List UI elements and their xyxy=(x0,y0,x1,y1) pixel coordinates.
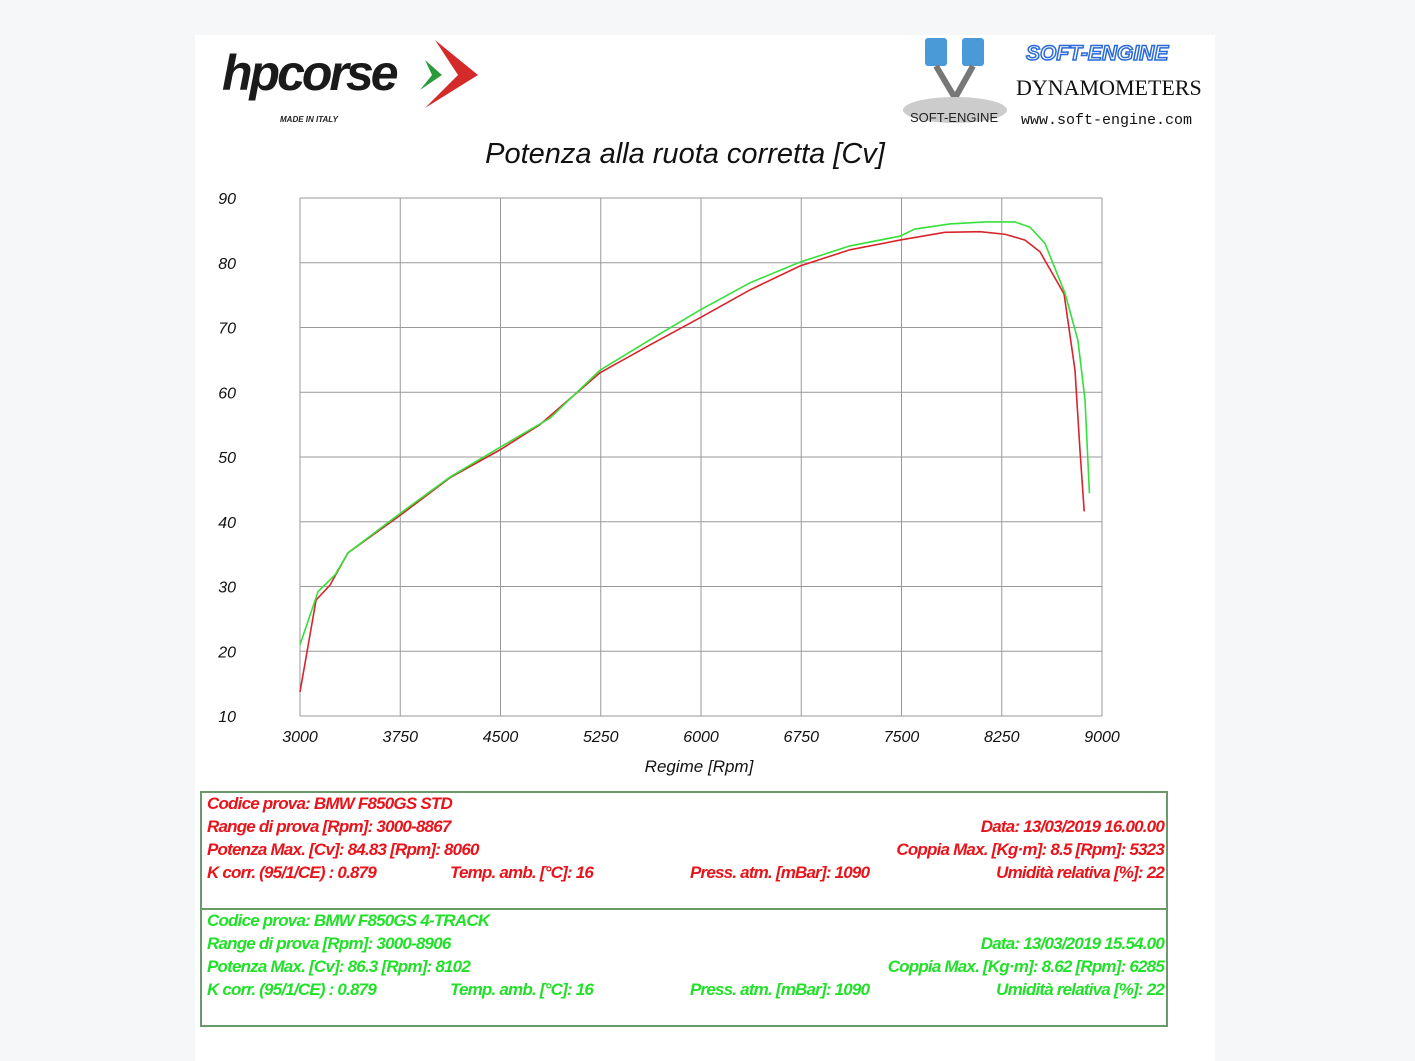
k-corr: K corr. (95/1/CE) : 0.879 xyxy=(207,980,377,999)
x-tick-label: 3750 xyxy=(382,729,418,746)
temp-amb: Temp. amb. [°C]: 16 xyxy=(450,863,594,882)
series-lines xyxy=(299,221,1091,693)
y-tick-label: 20 xyxy=(217,644,236,661)
data-prova: Data: 13/03/2019 16.00.00 xyxy=(980,817,1165,836)
chart-title: Potenza alla ruota corretta [Cv] xyxy=(485,138,885,170)
y-tick-label: 70 xyxy=(218,321,236,338)
emblem-text: SOFT-ENGINE xyxy=(910,110,998,125)
y-tick-label: 10 xyxy=(218,709,236,726)
piston-icon xyxy=(962,38,984,66)
potenza-max: Potenza Max. [Cv]: 84.83 [Rpm]: 8060 xyxy=(207,840,479,859)
y-tick-label: 40 xyxy=(218,515,236,532)
x-tick-label: 6000 xyxy=(683,729,719,746)
range-prova: Range di prova [Rpm]: 3000-8906 xyxy=(207,934,451,953)
test-info-panel: Codice prova: BMW F850GS STD Range di pr… xyxy=(200,791,1168,1027)
range-prova: Range di prova [Rpm]: 3000-8867 xyxy=(207,817,451,836)
press-atm: Press. atm. [mBar]: 1090 xyxy=(690,980,870,999)
x-tick-label: 6750 xyxy=(783,729,819,746)
y-tick-label: 50 xyxy=(218,450,236,467)
x-axis-label: Regime [Rpm] xyxy=(645,757,755,776)
hpcorse-logo: hpcorse MADE IN ITALY xyxy=(220,40,490,137)
x-tick-label: 8250 xyxy=(984,729,1020,746)
flag-swoosh-green xyxy=(420,60,442,90)
codice-prova: Codice prova: BMW F850GS STD xyxy=(207,794,453,813)
coppia-max: Coppia Max. [Kg·m]: 8.5 [Rpm]: 5323 xyxy=(896,840,1164,859)
softengine-url: www.soft-engine.com xyxy=(1021,112,1192,129)
softengine-brand: SOFT-ENGINE xyxy=(1026,42,1169,65)
x-tick-label: 9000 xyxy=(1084,729,1120,746)
softengine-logo-graphic: SOFT-ENGINE SOFT-ENGINE DYNAMOMETERS www… xyxy=(903,38,1202,129)
tick-labels: 3000 3750 4500 5250 6000 6750 7500 8250 9000 10 20… xyxy=(217,191,1120,746)
x-tick-label: 7500 xyxy=(884,729,920,746)
y-tick-label: 60 xyxy=(218,385,236,402)
series-line-0 xyxy=(299,230,1086,693)
flag-swoosh-white xyxy=(425,52,458,98)
y-tick-label: 90 xyxy=(218,191,236,208)
potenza-max: Potenza Max. [Cv]: 86.3 [Rpm]: 8102 xyxy=(207,957,471,976)
hpcorse-logo-graphic: hpcorse MADE IN ITALY xyxy=(222,40,478,124)
emblem-base xyxy=(903,97,1007,123)
grid xyxy=(299,197,1103,717)
temp-amb: Temp. amb. [°C]: 16 xyxy=(450,980,594,999)
flag-swoosh-red xyxy=(425,40,478,108)
x-tick-label: 3000 xyxy=(282,729,318,746)
codice-prova: Codice prova: BMW F850GS 4-TRACK xyxy=(207,911,490,930)
power-chart: 3000 3750 4500 5250 6000 6750 7500 8250 9000 10 20… xyxy=(217,191,1120,776)
hpcorse-wordmark: hpcorse xyxy=(222,45,398,101)
series-line-1 xyxy=(299,221,1091,646)
coppia-max: Coppia Max. [Kg·m]: 8.62 [Rpm]: 6285 xyxy=(887,957,1165,976)
data-prova: Data: 13/03/2019 15.54.00 xyxy=(980,934,1165,953)
umidita: Umidità relativa [%]: 22 xyxy=(996,863,1165,882)
k-corr: K corr. (95/1/CE) : 0.879 xyxy=(207,863,377,882)
made-in-italy: MADE IN ITALY xyxy=(280,115,339,124)
x-tick-label: 4500 xyxy=(483,729,519,746)
dynamometers-label: DYNAMOMETERS xyxy=(1016,75,1202,100)
piston-icon xyxy=(925,38,947,66)
test-block-4track: Codice prova: BMW F850GS 4-TRACK Range d… xyxy=(202,908,1166,1025)
press-atm: Press. atm. [mBar]: 1090 xyxy=(690,863,870,882)
y-tick-label: 30 xyxy=(218,580,236,597)
umidita: Umidità relativa [%]: 22 xyxy=(996,980,1165,999)
y-tick-label: 80 xyxy=(218,256,236,273)
test-block-std: Codice prova: BMW F850GS STD Range di pr… xyxy=(202,793,1166,908)
x-tick-label: 5250 xyxy=(583,729,619,746)
softengine-logo: SOFT-ENGINE SOFT-ENGINE DYNAMOMETERS www… xyxy=(900,36,1220,137)
